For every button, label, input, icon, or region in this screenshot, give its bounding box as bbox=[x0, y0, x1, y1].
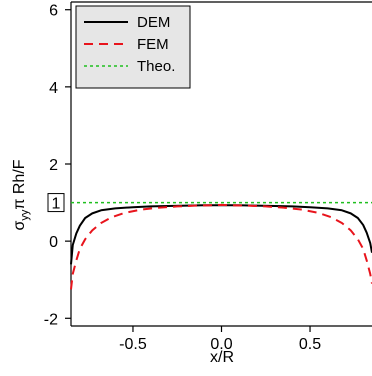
legend-entry-label: FEM bbox=[137, 36, 169, 53]
series-line-fem bbox=[71, 205, 372, 289]
y-axis-title: σyyπ Rh/F bbox=[11, 159, 31, 230]
series-group bbox=[71, 203, 372, 290]
y-tick-label: 2 bbox=[49, 157, 58, 174]
legend-entry-label: Theo. bbox=[137, 58, 175, 75]
legend-box bbox=[76, 6, 190, 88]
legend-entry-label: DEM bbox=[137, 14, 170, 31]
x-tick-label: -0.5 bbox=[119, 336, 147, 353]
y-axis-title-sub: yy bbox=[19, 209, 31, 221]
y-tick-label: 0 bbox=[49, 234, 58, 251]
y-tick-label: 4 bbox=[49, 80, 58, 97]
svg-text:σyyπ Rh/F: σyyπ Rh/F bbox=[11, 159, 31, 230]
y-tick-label: 6 bbox=[49, 3, 58, 20]
legend: DEM FEM Theo. bbox=[76, 6, 190, 88]
y-axis-title-main: σ bbox=[11, 221, 28, 231]
x-tick-label: 0.5 bbox=[299, 336, 321, 353]
x-axis-title: x/R bbox=[210, 349, 234, 366]
y-axis-title-rest: π Rh/F bbox=[11, 159, 28, 209]
y-annotation-label: 1 bbox=[52, 196, 61, 213]
series-line-dem bbox=[71, 205, 372, 264]
y-tick-label: -2 bbox=[44, 311, 58, 328]
